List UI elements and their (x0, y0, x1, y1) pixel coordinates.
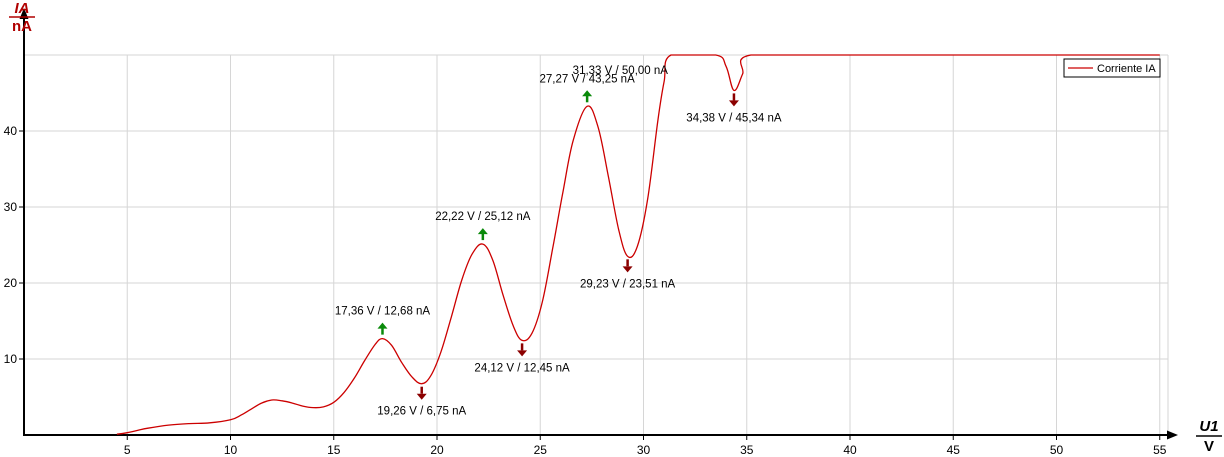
annotation-label: 17,36 V / 12,68 nA (335, 306, 431, 318)
y-axis-unit-label: IA nA (9, 0, 35, 35)
y-tick-label: 20 (4, 276, 18, 290)
arrow-down-icon (416, 393, 427, 400)
x-tick-label: 20 (430, 443, 444, 457)
y-tick-label: 30 (4, 200, 18, 214)
x-tick-label: 55 (1153, 443, 1167, 457)
x-tick-label: 50 (1050, 443, 1064, 457)
legend-label: Corriente IA (1097, 63, 1156, 75)
x-tick-label: 5 (124, 443, 131, 457)
annotation-label: 31,33 V / 50,00 nA (573, 65, 669, 77)
annotation-label: 19,26 V / 6,75 nA (377, 406, 466, 418)
y-tick-label: 10 (4, 352, 18, 366)
annotation-label: 29,23 V / 23,51 nA (580, 278, 676, 290)
legend-box (1063, 58, 1161, 78)
annotation-max: 27,27 V / 43,25 nA (539, 73, 635, 103)
y-axis-quantity: IA (15, 0, 30, 17)
y-tick-label: 40 (4, 124, 18, 138)
annotation-min: 19,26 V / 6,75 nA (377, 386, 466, 418)
x-axis-arrow-icon (1167, 430, 1178, 440)
x-axis-unit: V (1204, 438, 1214, 455)
annotation-min: 29,23 V / 23,51 nA (580, 259, 676, 290)
annotation-label: 24,12 V / 12,45 nA (474, 362, 570, 374)
series-line-corriente-ia (116, 54, 1160, 435)
annotation-min: 34,38 V / 45,34 nA (686, 93, 782, 124)
x-axis-quantity: U1 (1199, 418, 1218, 435)
x-tick-label: 25 (534, 443, 548, 457)
grid (24, 54, 1169, 435)
annotation-label: 22,22 V / 25,12 nA (435, 211, 531, 223)
x-tick-label: 40 (843, 443, 857, 457)
x-axis-unit-label: U1 V (1196, 418, 1222, 455)
x-tick-label: 30 (637, 443, 651, 457)
arrow-down-icon (622, 266, 633, 273)
arrow-up-icon (477, 228, 488, 235)
y-axis-unit: nA (12, 18, 32, 35)
arrow-down-icon (728, 100, 739, 107)
y-tick-labels: 10 20 30 40 (4, 124, 18, 366)
annotation-max: 17,36 V / 12,68 nA (335, 306, 431, 335)
axes (19, 8, 1178, 440)
annotation-min: 24,12 V / 12,45 nA (474, 343, 570, 374)
arrow-down-icon (517, 350, 528, 357)
peak-annotations: 17,36 V / 12,68 nA 19,26 V / 6,75 nA 22,22… (335, 65, 782, 418)
annotation-label: 34,38 V / 45,34 nA (686, 112, 782, 124)
x-tick-label: 10 (224, 443, 238, 457)
legend: Corriente IA (1063, 58, 1161, 78)
annotation-text: 31,33 V / 50,00 nA (573, 65, 669, 77)
arrow-up-icon (377, 322, 388, 329)
x-tick-label: 45 (947, 443, 961, 457)
x-tick-label: 15 (327, 443, 341, 457)
x-tick-label: 35 (740, 443, 754, 457)
arrow-up-icon (582, 90, 593, 97)
annotation-max: 22,22 V / 25,12 nA (435, 211, 531, 241)
x-tick-labels: 5 10 15 20 25 30 35 40 45 50 55 (124, 443, 1167, 457)
annotation-label: 27,27 V / 43,25 nA (539, 73, 635, 85)
